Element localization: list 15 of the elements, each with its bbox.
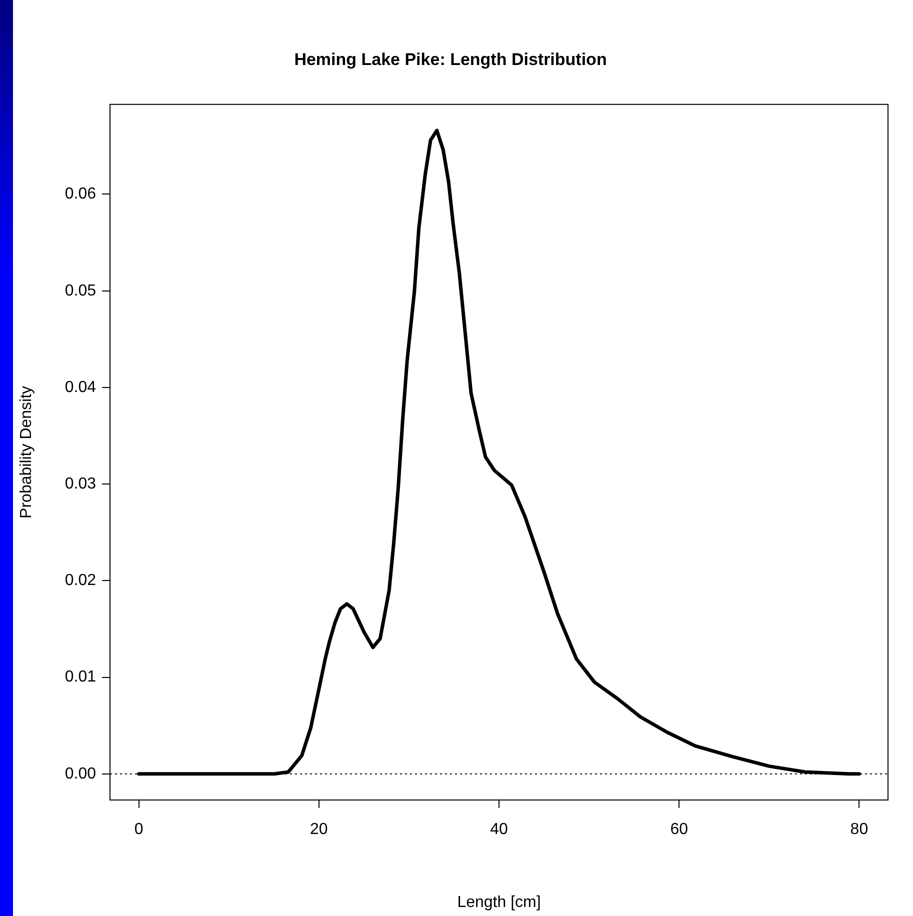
x-tick-label: 80: [850, 821, 868, 838]
y-tick-label: 0.05: [64, 282, 96, 300]
y-tick-label: 0.06: [64, 186, 96, 203]
y-tick-label: 0.01: [64, 668, 96, 686]
y-axis-title: Probability Density: [18, 386, 36, 518]
y-tick-label: 0.03: [64, 475, 96, 492]
x-tick-label: 60: [670, 821, 688, 838]
x-axis-title: Length [cm]: [457, 894, 541, 911]
y-tick-label: 0.02: [64, 572, 96, 590]
chart-title: Heming Lake Pike: Length Distribution: [294, 50, 607, 69]
x-tick-label: 40: [490, 821, 508, 838]
y-tick-label: 0.04: [64, 378, 96, 396]
x-tick-label: 0: [134, 821, 144, 838]
x-tick-label: 20: [310, 821, 328, 838]
y-tick-label: 0.00: [64, 765, 96, 782]
